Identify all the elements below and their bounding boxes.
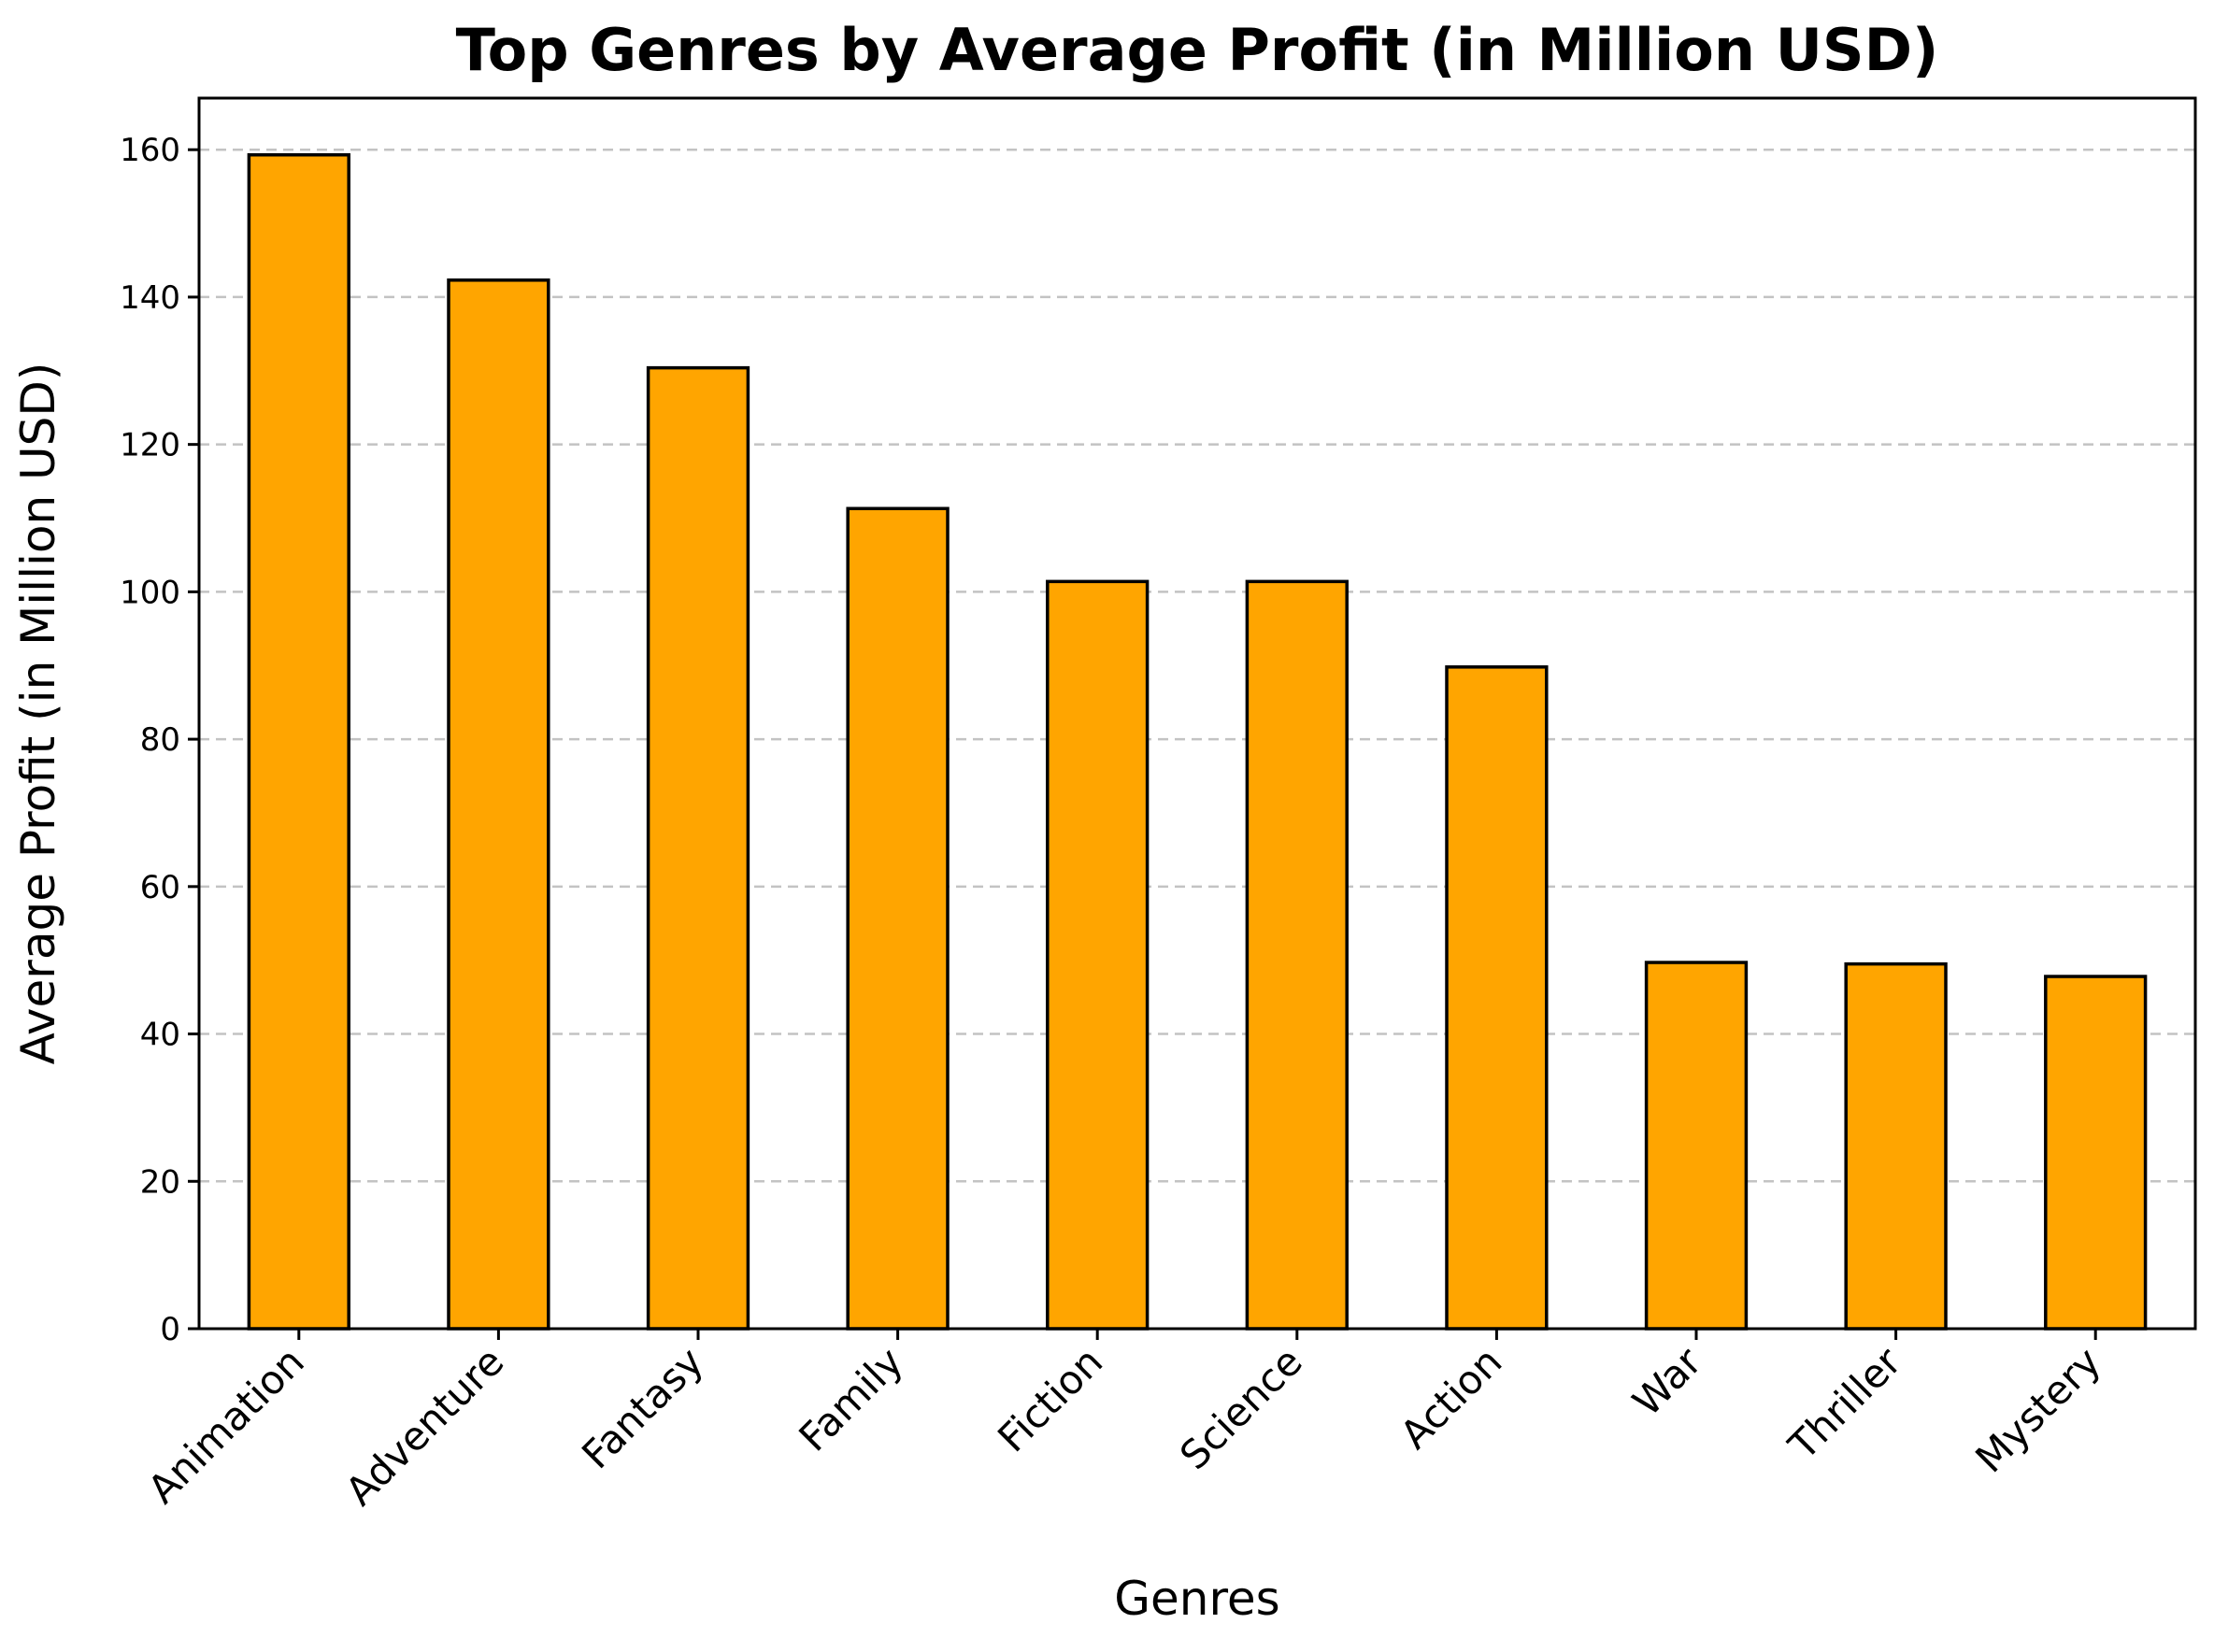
y-tick-label: 80 <box>140 721 180 759</box>
y-axis-label: Average Profit (in Million USD) <box>11 363 65 1065</box>
bar-fantasy <box>646 365 750 1331</box>
plot-frame <box>197 96 2197 1331</box>
y-tick-label: 160 <box>120 132 180 169</box>
y-tick-label: 140 <box>120 279 180 317</box>
bar-action <box>1445 665 1549 1331</box>
bar-fiction <box>1046 579 1150 1331</box>
chart-title: Top Genres by Average Profit (in Million… <box>456 16 1939 84</box>
y-tick-label: 100 <box>120 574 180 611</box>
y-tick-label: 120 <box>120 427 180 464</box>
y-tick-label: 60 <box>140 869 180 906</box>
bar-science <box>1245 579 1349 1331</box>
y-tick-label: 0 <box>160 1311 180 1348</box>
bar-animation <box>247 152 350 1331</box>
bar-thriller <box>1844 961 1948 1331</box>
y-axis-ticks: 0 20 40 60 80 100 120 140 160 <box>120 132 199 1348</box>
y-tick-label: 20 <box>140 1163 180 1201</box>
bar-family <box>846 506 950 1331</box>
y-tick-label: 40 <box>140 1017 180 1054</box>
bar-war <box>1644 961 1749 1331</box>
bar-mystery <box>2044 975 2148 1331</box>
bar-adventure <box>447 278 550 1331</box>
y-grid <box>199 148 2195 1183</box>
x-axis-label: Genres <box>1114 1572 1279 1626</box>
